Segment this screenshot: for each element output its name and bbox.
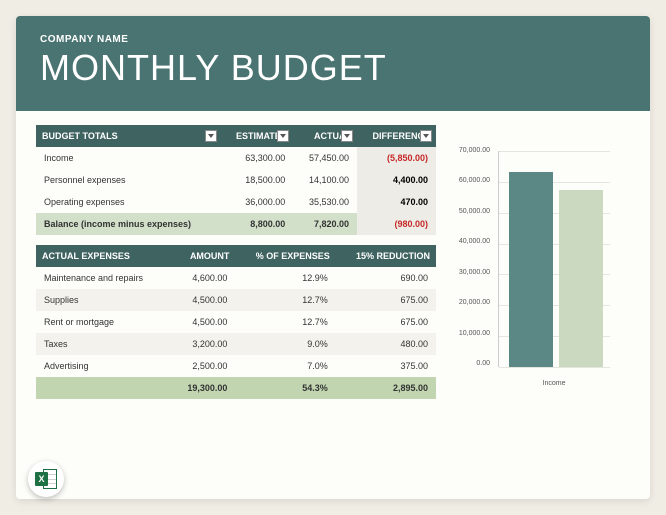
chart-x-label: Income	[498, 380, 610, 387]
cell-amount: 4,500.00	[170, 311, 235, 333]
table-row: Income63,300.0057,450.00(5,850.00)	[36, 147, 436, 169]
row-label: Supplies	[36, 289, 170, 311]
chart-y-axis: 70,000.00 60,000.00 50,000.00 40,000.00 30,0…	[450, 147, 494, 367]
y-tick-label: 10,000.00	[450, 330, 494, 337]
cell-amount: 19,300.00	[170, 377, 235, 399]
y-tick-label: 30,000.00	[450, 269, 494, 276]
grid-line	[499, 151, 610, 152]
cell-pct: 7.0%	[235, 355, 335, 377]
budget-totals-table: BUDGET TOTALS ESTIMATED ACTUAL DIFFERENC…	[36, 125, 436, 235]
col-pct: % OF EXPENSES	[235, 245, 335, 267]
y-tick-label: 60,000.00	[450, 177, 494, 184]
row-label: Personnel expenses	[36, 169, 221, 191]
chart-bar	[509, 172, 553, 367]
filter-icon[interactable]	[341, 130, 353, 142]
y-tick-label: 0.00	[450, 360, 494, 367]
content-area: BUDGET TOTALS ESTIMATED ACTUAL DIFFERENC…	[16, 111, 650, 399]
table-row: Advertising2,500.007.0%375.00	[36, 355, 436, 377]
table-row: Rent or mortgage4,500.0012.7%675.00	[36, 311, 436, 333]
cell-difference: 470.00	[357, 191, 436, 213]
cell-pct: 12.9%	[235, 267, 335, 289]
col-difference: DIFFERENCE	[357, 125, 436, 147]
cell-actual: 35,530.00	[293, 191, 357, 213]
row-label	[36, 377, 170, 399]
excel-icon: X	[35, 469, 57, 489]
table-row: Taxes3,200.009.0%480.00	[36, 333, 436, 355]
cell-difference: (980.00)	[357, 213, 436, 235]
col-actual: ACTUAL	[293, 125, 357, 147]
cell-estimated: 8,800.00	[221, 213, 293, 235]
tables-column: BUDGET TOTALS ESTIMATED ACTUAL DIFFERENC…	[36, 125, 436, 399]
cell-reduction: 375.00	[336, 355, 436, 377]
cell-reduction: 480.00	[336, 333, 436, 355]
cell-estimated: 63,300.00	[221, 147, 293, 169]
table-row: Supplies4,500.0012.7%675.00	[36, 289, 436, 311]
cell-difference: 4,400.00	[357, 169, 436, 191]
cell-pct: 12.7%	[235, 311, 335, 333]
cell-amount: 3,200.00	[170, 333, 235, 355]
cell-actual: 57,450.00	[293, 147, 357, 169]
company-name-label: COMPANY NAME	[40, 34, 626, 45]
col-actual-expenses: ACTUAL EXPENSES	[36, 245, 170, 267]
y-tick-label: 40,000.00	[450, 238, 494, 245]
cell-difference: (5,850.00)	[357, 147, 436, 169]
col-budget-totals: BUDGET TOTALS	[36, 125, 221, 147]
row-label: Taxes	[36, 333, 170, 355]
cell-reduction: 675.00	[336, 289, 436, 311]
grid-line	[499, 367, 610, 368]
template-card: COMPANY NAME MONTHLY BUDGET BUDGET TOTAL…	[16, 16, 650, 499]
table-row: Balance (income minus expenses)8,800.007…	[36, 213, 436, 235]
col-amount: AMOUNT	[170, 245, 235, 267]
cell-actual: 14,100.00	[293, 169, 357, 191]
cell-estimated: 18,500.00	[221, 169, 293, 191]
cell-reduction: 690.00	[336, 267, 436, 289]
cell-amount: 4,500.00	[170, 289, 235, 311]
y-tick-label: 70,000.00	[450, 147, 494, 154]
actual-expenses-table: ACTUAL EXPENSES AMOUNT % OF EXPENSES 15%…	[36, 245, 436, 399]
cell-pct: 54.3%	[235, 377, 335, 399]
cell-reduction: 675.00	[336, 311, 436, 333]
filter-icon[interactable]	[205, 130, 217, 142]
page-title: MONTHLY BUDGET	[40, 47, 626, 89]
income-bar-chart: 70,000.00 60,000.00 50,000.00 40,000.00 30,0…	[450, 147, 610, 387]
filter-icon[interactable]	[277, 130, 289, 142]
row-label: Balance (income minus expenses)	[36, 213, 221, 235]
cell-reduction: 2,895.00	[336, 377, 436, 399]
filter-icon[interactable]	[420, 130, 432, 142]
table-row: Maintenance and repairs4,600.0012.9%690.…	[36, 267, 436, 289]
cell-amount: 4,600.00	[170, 267, 235, 289]
cell-pct: 12.7%	[235, 289, 335, 311]
y-tick-label: 20,000.00	[450, 299, 494, 306]
y-tick-label: 50,000.00	[450, 208, 494, 215]
table-row: Personnel expenses18,500.0014,100.004,40…	[36, 169, 436, 191]
cell-pct: 9.0%	[235, 333, 335, 355]
table-total-row: 19,300.0054.3%2,895.00	[36, 377, 436, 399]
col-estimated: ESTIMATED	[221, 125, 293, 147]
table-row: Operating expenses36,000.0035,530.00470.…	[36, 191, 436, 213]
row-label: Advertising	[36, 355, 170, 377]
row-label: Rent or mortgage	[36, 311, 170, 333]
header-banner: COMPANY NAME MONTHLY BUDGET	[16, 16, 650, 111]
excel-app-icon[interactable]: X	[28, 461, 64, 497]
row-label: Operating expenses	[36, 191, 221, 213]
row-label: Maintenance and repairs	[36, 267, 170, 289]
chart-plot	[498, 151, 610, 367]
cell-estimated: 36,000.00	[221, 191, 293, 213]
cell-actual: 7,820.00	[293, 213, 357, 235]
chart-bar	[559, 190, 603, 367]
row-label: Income	[36, 147, 221, 169]
col-reduction: 15% REDUCTION	[336, 245, 436, 267]
cell-amount: 2,500.00	[170, 355, 235, 377]
chart-column: 70,000.00 60,000.00 50,000.00 40,000.00 30,0…	[450, 125, 636, 399]
